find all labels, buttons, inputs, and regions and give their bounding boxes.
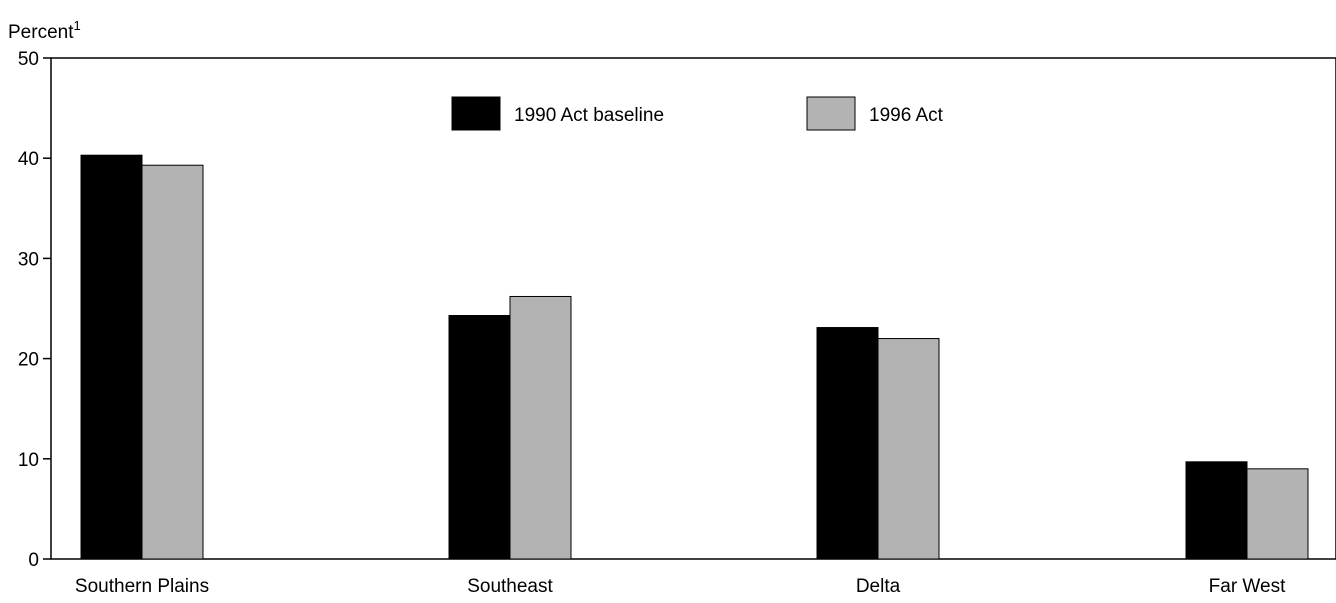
y-tick-label: 20 — [18, 350, 39, 371]
y-tick-label: 30 — [18, 249, 39, 270]
x-tick-label: Southern Plains — [75, 576, 209, 597]
bar-1996-act-southern-plains — [141, 164, 204, 560]
x-tick-label: Delta — [856, 576, 901, 597]
x-axis-labels: Southern Plains Southeast Delta Far West — [75, 576, 1286, 597]
y-tick-label: 50 — [18, 49, 39, 70]
y-tick-label: 0 — [28, 550, 39, 571]
bar-1990-act-baseline-delta — [816, 327, 879, 560]
y-tick-label: 10 — [18, 450, 39, 471]
legend-swatch-1990-act-baseline — [451, 96, 501, 131]
bar-1996-act-delta — [877, 338, 940, 560]
x-tick-label: Southeast — [467, 576, 553, 597]
bar-series — [80, 154, 1309, 560]
bar-1996-act-far-west — [1246, 468, 1309, 560]
x-tick-label: Far West — [1209, 576, 1286, 597]
y-axis-label: Percent1 — [8, 18, 81, 43]
y-tick-label: 40 — [18, 149, 39, 170]
plot-area-frame — [50, 57, 1336, 560]
bar-1990-act-baseline-far-west — [1185, 461, 1248, 560]
bar-1990-act-baseline-southeast — [448, 315, 511, 560]
y-axis-label-text: Percent — [8, 22, 74, 43]
legend-swatch-1996-act — [806, 96, 856, 131]
legend-label-1990-act-baseline: 1990 Act baseline — [514, 105, 664, 126]
legend: 1990 Act baseline 1996 Act — [451, 96, 944, 131]
legend-label-1996-act: 1996 Act — [869, 105, 944, 126]
bar-1990-act-baseline-southern-plains — [80, 154, 143, 560]
bar-1996-act-southeast — [509, 295, 572, 560]
y-axis-ticks: 0 10 20 30 40 50 — [18, 49, 51, 571]
y-axis-label-superscript: 1 — [73, 18, 80, 33]
